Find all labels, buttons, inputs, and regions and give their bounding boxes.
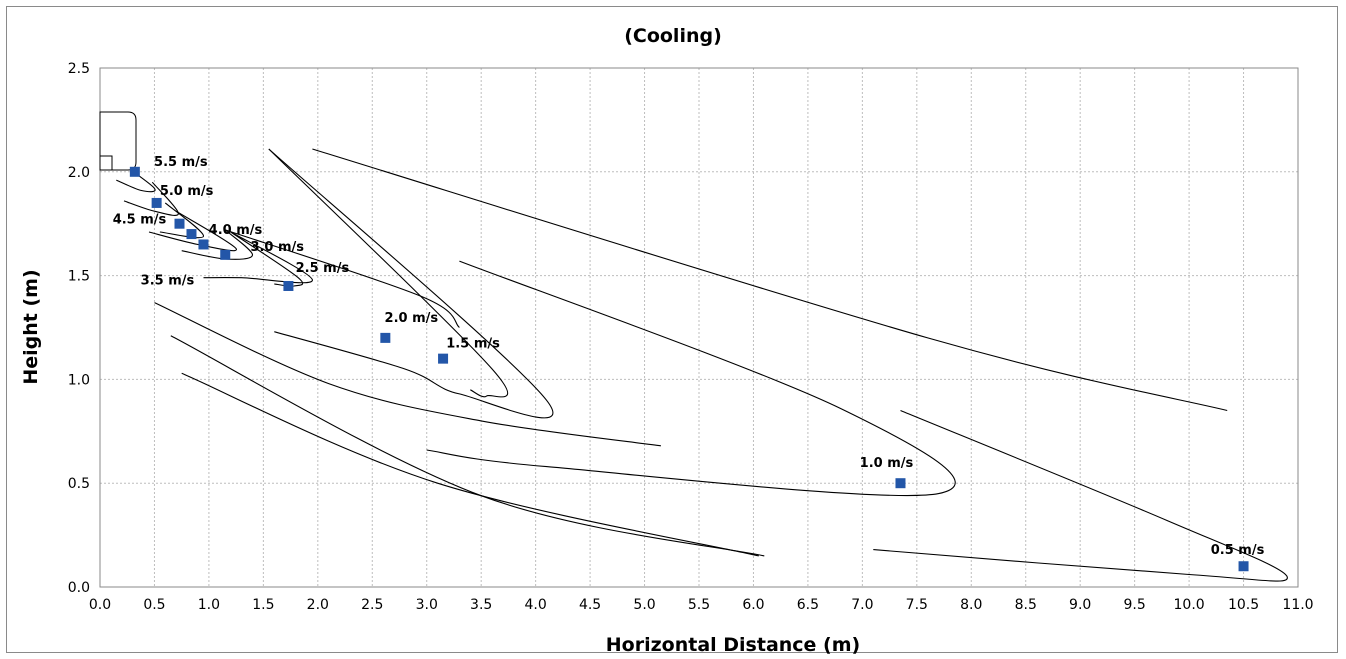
x-tick-labels: 0.0 0.5 1.0 1.5 2.0 2.5 3.0 3.5 4.0 4.5 5.0 5.5 6.0 6…	[89, 597, 1314, 613]
x-tick-label: 0.5	[143, 597, 165, 613]
data-point-label: 4.0 m/s	[209, 223, 263, 238]
y-axis-title: Height (m)	[20, 269, 42, 384]
data-point-marker	[174, 218, 185, 229]
velocity-contour-line	[203, 231, 313, 284]
data-point-marker	[1238, 561, 1249, 572]
velocity-contour-line	[268, 148, 508, 398]
data-point-marker	[129, 166, 140, 177]
x-tick-label: 6.0	[742, 597, 764, 613]
y-tick-label: 2.0	[68, 165, 90, 181]
x-tick-label: 5.0	[633, 597, 655, 613]
data-point-label: 5.0 m/s	[160, 184, 214, 199]
x-tick-label: 1.5	[252, 597, 274, 613]
x-tick-label: 3.0	[416, 597, 438, 613]
velocity-contour-line	[181, 372, 760, 557]
x-tick-label: 5.5	[688, 597, 710, 613]
y-tick-label: 2.5	[68, 61, 90, 77]
x-tick-label: 8.0	[960, 597, 982, 613]
x-tick-label: 7.5	[906, 597, 928, 613]
velocity-contour-line	[268, 148, 554, 419]
data-point-marker	[220, 249, 231, 260]
y-tick-label: 0.0	[68, 580, 90, 596]
x-tick-label: 6.5	[797, 597, 819, 613]
x-tick-label: 4.0	[525, 597, 547, 613]
chart-frame	[6, 6, 1338, 653]
data-point-label: 2.5 m/s	[296, 261, 350, 276]
data-point-marker	[895, 478, 906, 489]
y-tick-labels: 0.0 0.5 1.0 1.5 2.0 2.5	[68, 61, 90, 596]
velocity-contour-line	[154, 302, 661, 447]
x-tick-label: 10.0	[1174, 597, 1205, 613]
chart-title: (Cooling)	[624, 25, 722, 47]
plot-area-border	[99, 67, 1299, 588]
x-axis-title: Horizontal Distance (m)	[606, 634, 860, 656]
indoor-unit-icon	[99, 111, 137, 171]
x-tick-label: 0.0	[89, 597, 111, 613]
grid-lines	[100, 68, 1298, 587]
velocity-contour-line	[312, 148, 1228, 412]
y-tick-label: 0.5	[68, 476, 90, 492]
data-point-label: 1.5 m/s	[446, 337, 500, 352]
x-tick-label: 11.0	[1282, 597, 1313, 613]
velocity-contour-line	[170, 335, 765, 557]
data-point-marker	[151, 197, 162, 208]
x-tick-label: 9.0	[1069, 597, 1091, 613]
x-tick-label: 10.5	[1228, 597, 1259, 613]
y-tick-label: 1.0	[68, 372, 90, 388]
data-point-marker	[198, 239, 209, 250]
data-point-label: 4.5 m/s	[113, 213, 167, 228]
data-point-label: 5.5 m/s	[154, 155, 208, 170]
velocity-contour-line	[123, 181, 179, 216]
velocity-contour-line	[873, 409, 1288, 582]
x-tick-label: 9.5	[1124, 597, 1146, 613]
data-point-marker	[438, 353, 449, 364]
x-tick-label: 2.5	[361, 597, 383, 613]
data-point-label: 2.0 m/s	[385, 311, 439, 326]
x-tick-label: 4.5	[579, 597, 601, 613]
data-point-label: 3.0 m/s	[250, 240, 304, 255]
data-point-label: 0.5 m/s	[1211, 543, 1265, 558]
x-tick-label: 8.5	[1015, 597, 1037, 613]
data-point-label: 3.5 m/s	[141, 273, 195, 288]
data-labels: 5.5 m/s 5.0 m/s 4.5 m/s 4.0 m/s 3.5 m/s 3.0 m…	[113, 155, 1265, 558]
data-point-marker	[380, 332, 391, 343]
data-point-label: 1.0 m/s	[860, 456, 914, 471]
velocity-contour-line	[426, 260, 956, 497]
velocity-contour-line	[181, 229, 254, 260]
velocity-contour-line	[225, 229, 460, 328]
x-tick-label: 2.0	[307, 597, 329, 613]
data-points	[129, 166, 1249, 572]
data-point-marker	[283, 280, 294, 291]
x-tick-label: 1.0	[198, 597, 220, 613]
data-point-marker	[186, 229, 197, 240]
x-tick-label: 7.0	[851, 597, 873, 613]
x-tick-label: 3.5	[470, 597, 492, 613]
velocity-contours	[116, 148, 1288, 582]
y-tick-label: 1.5	[68, 269, 90, 285]
